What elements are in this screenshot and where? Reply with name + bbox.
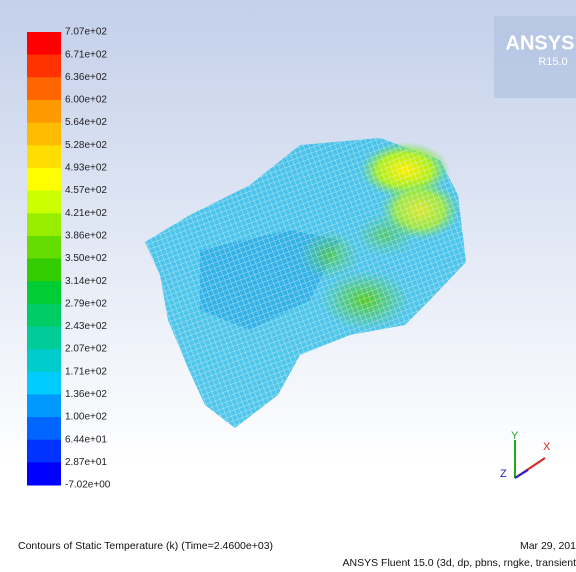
page: {"header": {"brand": "ANSYS", "version":…	[0, 0, 576, 572]
colorbar-label: 2.43e+02	[65, 321, 107, 332]
viewport: ANSYS R15.0 Y X Z 7.07e+02 6.71e+02 6.36e+…	[0, 0, 576, 572]
axis-y-label: Y	[511, 430, 519, 442]
caption: Contours of Static Temperature (k) (Time…	[18, 540, 273, 552]
colorbar-swatch	[27, 394, 61, 417]
colorbar-label: 6.36e+02	[65, 72, 107, 83]
colorbar-label: 4.93e+02	[65, 163, 107, 174]
colorbar-swatch	[27, 326, 61, 349]
colorbar-label: 5.28e+02	[65, 140, 107, 151]
axis-z-label: Z	[500, 468, 507, 480]
colorbar-swatch	[27, 145, 61, 168]
colorbar-swatch	[27, 372, 61, 395]
colorbar-label: 6.44e+01	[65, 434, 107, 445]
colorbar-label: 3.86e+02	[65, 230, 107, 241]
colorbar-label: 2.07e+02	[65, 344, 107, 355]
colorbar-swatch	[27, 417, 61, 440]
colorbar-label: 7.07e+02	[65, 27, 107, 38]
colorbar-swatch	[27, 100, 61, 123]
colorbar-swatch	[27, 281, 61, 304]
brand: ANSYS	[506, 32, 575, 54]
colorbar-label: 6.71e+02	[65, 49, 107, 60]
colorbar-label: 4.57e+02	[65, 185, 107, 196]
colorbar-label: 3.50e+02	[65, 253, 107, 264]
colorbar-swatch	[27, 55, 61, 78]
colorbar: 7.07e+02 6.71e+02 6.36e+02 6.00e+02 5.64e+02…	[27, 27, 111, 491]
colorbar-label: 2.87e+01	[65, 457, 107, 468]
colorbar-swatch	[27, 236, 61, 259]
colorbar-label: 1.36e+02	[65, 389, 107, 400]
colorbar-swatch	[27, 77, 61, 100]
colorbar-swatch	[27, 123, 61, 146]
colorbar-label: 5.64e+02	[65, 117, 107, 128]
colorbar-swatch	[27, 168, 61, 191]
solver-info: ANSYS Fluent 15.0 (3d, dp, pbns, rngke, …	[343, 557, 576, 569]
colorbar-swatch	[27, 304, 61, 327]
colorbar-label: 1.00e+02	[65, 412, 107, 423]
colorbar-label: 4.21e+02	[65, 208, 107, 219]
date: Mar 29, 201	[520, 540, 576, 552]
axis-x-label: X	[543, 441, 551, 453]
colorbar-label: 6.00e+02	[65, 95, 107, 106]
colorbar-swatch	[27, 462, 61, 485]
version: R15.0	[538, 56, 567, 68]
colorbar-label: -7.02e+00	[65, 480, 111, 491]
colorbar-swatch	[27, 191, 61, 214]
colorbar-label: 3.14e+02	[65, 276, 107, 287]
colorbar-label: 2.79e+02	[65, 298, 107, 309]
colorbar-swatch	[27, 259, 61, 282]
colorbar-swatch	[27, 213, 61, 236]
colorbar-label: 1.71e+02	[65, 366, 107, 377]
colorbar-swatch	[27, 440, 61, 463]
colorbar-swatch	[27, 32, 61, 55]
colorbar-swatch	[27, 349, 61, 372]
